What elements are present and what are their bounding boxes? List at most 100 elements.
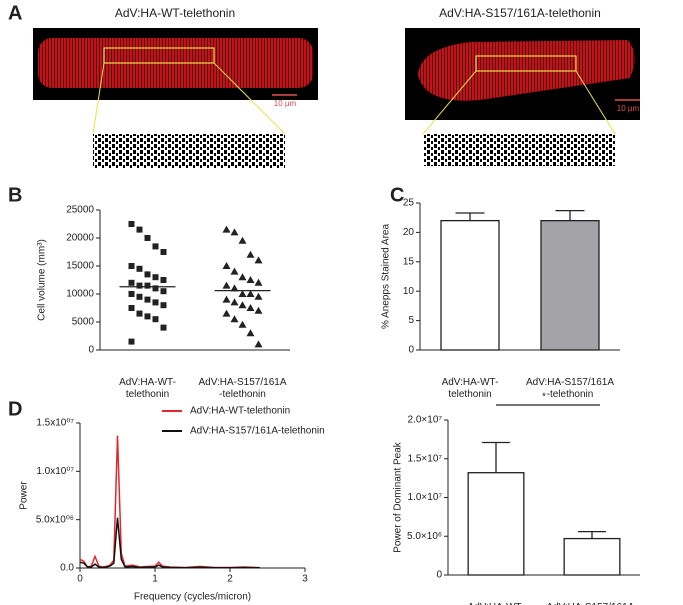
y-tick-label: 1.0×10⁷ — [408, 492, 443, 503]
scale-bar-label: 10 µm — [617, 104, 640, 113]
point — [246, 290, 255, 297]
point — [230, 298, 239, 306]
image-title: AdV:HA-WT-telethonin — [115, 6, 235, 20]
point — [128, 305, 135, 311]
y-tick-label: 5 — [408, 315, 414, 326]
point — [254, 306, 263, 314]
y-tick-label: 0 — [408, 345, 414, 356]
x-axis-label: Frequency (cycles/micron) — [134, 592, 251, 603]
point — [246, 276, 255, 283]
point — [238, 236, 247, 244]
y-tick-label: 0.0 — [60, 563, 74, 574]
x-tick-label: AdV:HA-WT-telethonin — [468, 602, 525, 605]
point — [152, 285, 159, 292]
point — [152, 299, 159, 306]
panel-label: A — [8, 2, 22, 24]
micrograph-2 — [405, 28, 640, 166]
point — [246, 329, 255, 337]
x-tick-label: AdV:HA-WT-telethonin — [442, 377, 499, 400]
bar — [540, 219, 600, 351]
point — [144, 271, 151, 278]
point — [160, 288, 167, 295]
point — [254, 256, 263, 264]
point — [160, 302, 167, 309]
image-title: AdV:HA-S157/161A-telethonin — [439, 6, 601, 20]
y-axis-label: Power of Dominant Peak — [393, 441, 404, 553]
x-tick-label: AdV:HA-S157/161A-telethonin — [198, 377, 286, 400]
point — [152, 316, 159, 323]
y-tick-label: 15000 — [66, 261, 94, 272]
micrograph-1 — [33, 28, 318, 168]
y-tick-label: 5000 — [72, 317, 95, 328]
y-tick-label: 2.0×10⁷ — [408, 415, 443, 426]
x-tick-label: AdV:HA-S157/161A-telethonin — [526, 377, 614, 400]
line — [79, 435, 261, 569]
point — [230, 315, 239, 323]
point — [222, 225, 231, 233]
y-tick-label: 10000 — [66, 289, 94, 300]
bar — [440, 219, 500, 351]
x-tick-label: 1 — [152, 574, 158, 585]
y-tick-label: 20 — [403, 227, 415, 238]
y-tick-label: 5.0×10⁶ — [407, 531, 442, 542]
point — [238, 320, 247, 328]
y-axis-label: Cell volume (mm³) — [37, 239, 48, 321]
x-tick-label: 0 — [77, 574, 83, 585]
line — [79, 517, 261, 569]
point — [160, 249, 167, 255]
x-tick-label: AdV:HA-WT-telethonin — [119, 377, 176, 400]
y-tick-label: 1.5x10⁰⁷ — [36, 418, 74, 429]
y-tick-label: 10 — [403, 286, 415, 297]
point — [254, 292, 263, 300]
point — [222, 295, 231, 303]
point — [128, 291, 135, 297]
legend-label: AdV:HA-WT-telethonin — [190, 406, 290, 417]
point — [238, 290, 247, 297]
y-tick-label: 20000 — [66, 233, 94, 244]
point — [230, 267, 239, 275]
point — [222, 309, 231, 317]
point — [136, 226, 143, 233]
point — [152, 274, 159, 281]
y-tick-label: 1.0x10⁰⁷ — [36, 466, 74, 477]
panel-label: D — [8, 398, 22, 420]
point — [254, 340, 263, 348]
point — [160, 324, 167, 331]
point — [144, 282, 151, 289]
legend-label: AdV:HA-S157/161A-telethonin — [190, 426, 325, 437]
point — [238, 301, 247, 309]
y-tick-label: 25 — [403, 198, 415, 209]
point — [222, 262, 231, 269]
point — [144, 235, 151, 241]
point — [128, 338, 135, 345]
point — [238, 273, 247, 281]
panel-label: B — [8, 184, 22, 206]
point — [230, 284, 239, 292]
point — [136, 265, 143, 272]
point — [222, 281, 231, 289]
point — [136, 282, 143, 289]
significance-label: * — [542, 392, 546, 403]
panel-label: C — [390, 184, 404, 206]
point — [246, 304, 255, 311]
point — [144, 296, 151, 303]
bar — [563, 537, 621, 576]
point — [160, 277, 167, 283]
x-tick-label: 2 — [227, 574, 233, 585]
x-tick-label: 3 — [302, 574, 308, 585]
point — [136, 293, 143, 300]
y-tick-label: 5.0x10⁰⁶ — [36, 514, 74, 525]
scale-bar-label: 10 µm — [274, 99, 297, 108]
y-tick-label: 1.5×10⁷ — [408, 453, 443, 464]
point — [128, 263, 135, 269]
y-axis-label: % Anepps Stained Area — [381, 224, 392, 330]
point — [246, 250, 255, 258]
y-tick-label: 0 — [88, 345, 94, 356]
point — [230, 228, 239, 236]
y-tick-label: 0 — [436, 570, 442, 581]
point — [128, 221, 135, 227]
x-tick-label: AdV:HA-S157/161A-telethonin — [546, 602, 637, 605]
point — [144, 313, 151, 320]
point — [254, 278, 263, 286]
